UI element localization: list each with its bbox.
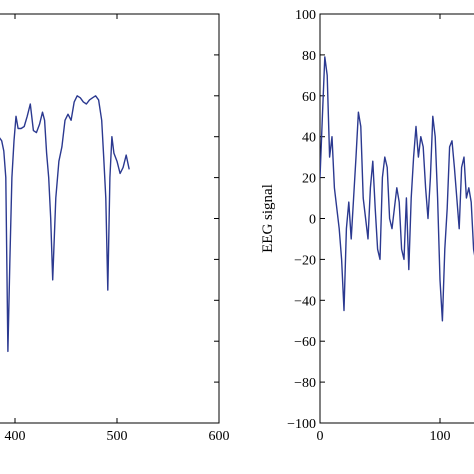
x-tick-label: 100 — [430, 429, 451, 444]
y-tick-label: −40 — [294, 294, 316, 309]
x-tick-label: 0 — [317, 429, 324, 444]
y-tick-label: 80 — [302, 49, 316, 64]
y-tick-label: 60 — [302, 90, 316, 105]
y-tick-label: −80 — [294, 376, 316, 391]
y-tick-label: 20 — [302, 172, 316, 187]
eeg-signal-line — [0, 95, 130, 353]
x-tick-label: 600 — [209, 429, 230, 444]
y-tick-label: −60 — [294, 335, 316, 350]
y-axis-title: EEG signal — [260, 184, 276, 253]
y-tick-label: 40 — [302, 131, 316, 146]
x-tick-label: 400 — [5, 429, 26, 444]
y-tick-label: 0 — [309, 213, 316, 228]
y-tick-label: −20 — [294, 253, 316, 268]
axes-frame — [319, 13, 474, 424]
y-tick-label: −100 — [287, 417, 316, 432]
left-eeg-chart: 400 500 600 — [0, 13, 230, 444]
x-tick-label: 500 — [107, 429, 128, 444]
y-tick-label: 100 — [295, 8, 316, 23]
eeg-signal-line — [320, 56, 474, 322]
